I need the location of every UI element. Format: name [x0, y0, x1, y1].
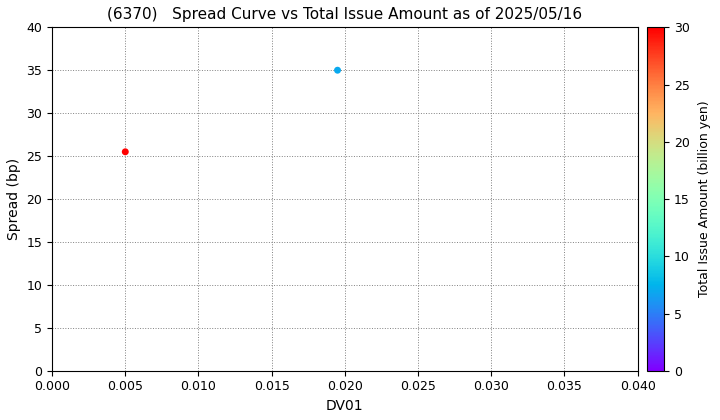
Y-axis label: Spread (bp): Spread (bp)	[7, 158, 21, 240]
Point	[120, 148, 131, 155]
Point	[332, 67, 343, 74]
X-axis label: DV01: DV01	[326, 399, 364, 413]
Y-axis label: Total Issue Amount (billion yen): Total Issue Amount (billion yen)	[698, 101, 711, 297]
Title: (6370)   Spread Curve vs Total Issue Amount as of 2025/05/16: (6370) Spread Curve vs Total Issue Amoun…	[107, 7, 582, 22]
